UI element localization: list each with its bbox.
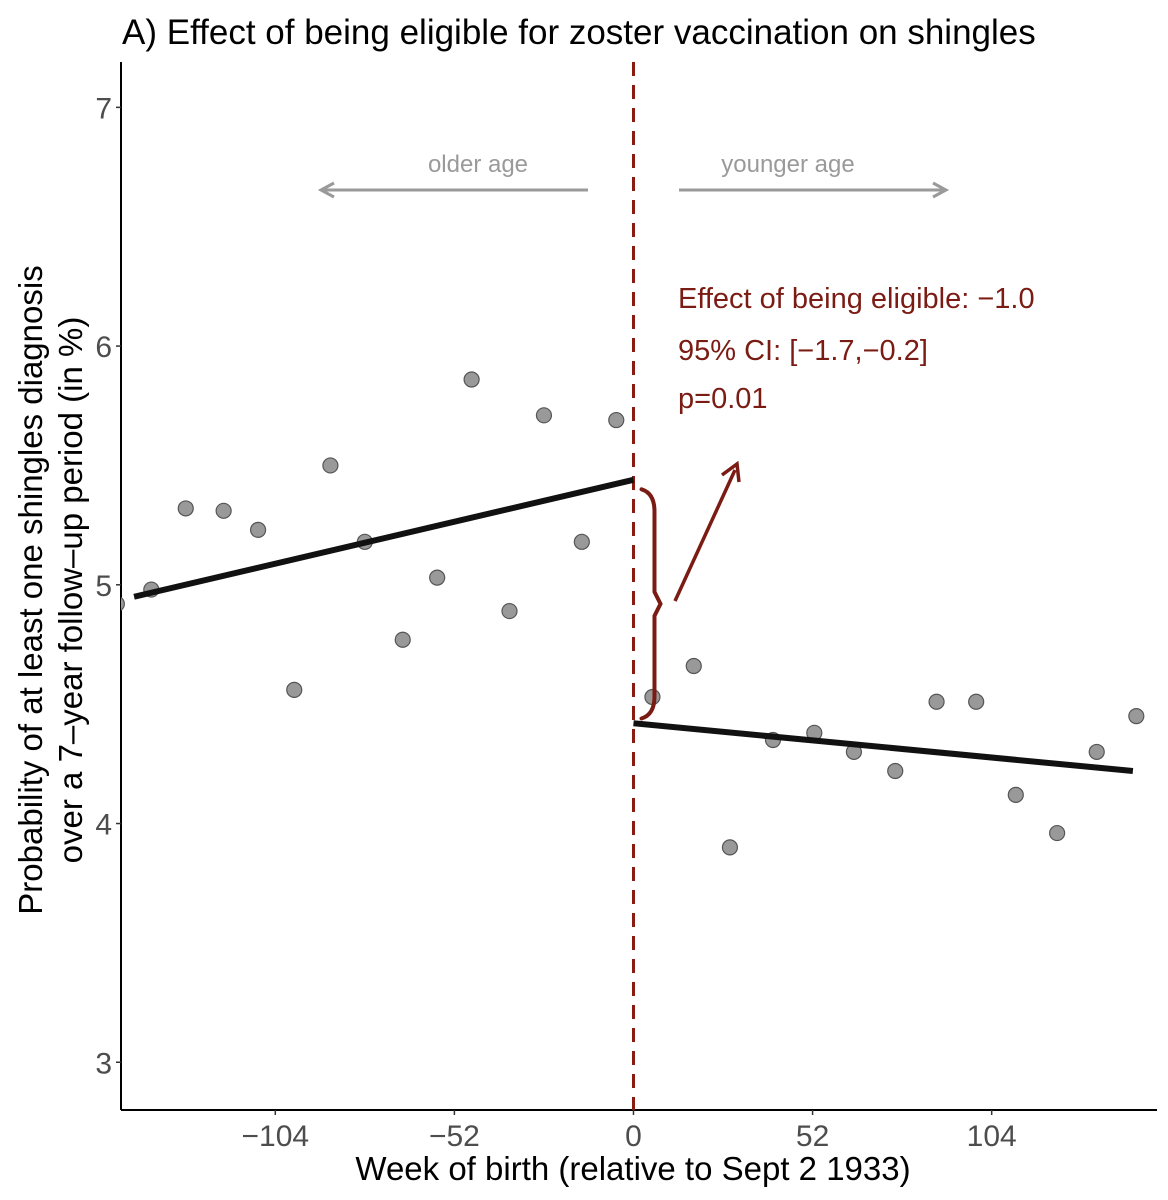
data-point [501,602,518,620]
x-tick-label: 104 [967,1120,1017,1153]
data-point [429,569,446,586]
younger-age-arrow-icon [679,181,950,199]
older-age-label: older age [428,151,528,178]
chart-title: A) Effect of being eligible for zoster v… [122,13,1036,52]
data-point [887,762,904,780]
p-value-text: p=0.01 [678,383,768,415]
x-axis-title: Week of birth (relative to Sept 2 1933) [355,1150,910,1187]
data-point [1007,786,1024,803]
data-point [968,693,985,710]
y-axis-title: Probability of at least one shingles dia… [12,265,89,914]
younger-age-label: younger age [721,151,854,178]
effect-brace-icon [639,487,663,721]
data-point [394,631,411,648]
data-point [463,371,480,388]
x-tick-label: −104 [242,1120,310,1153]
older-age-arrow-icon [317,181,588,199]
data-point [1049,824,1066,842]
y-tick-label: 7 [95,92,112,125]
data-point [322,457,339,474]
data-point [721,839,739,856]
y-tick-label: 5 [95,570,112,603]
x-tick-label: 52 [796,1120,829,1153]
y-axis-title-line-1: Probability of at least one shingles dia… [12,265,49,914]
fit-line [133,476,635,600]
data-point [1128,708,1145,725]
data-point [1088,743,1105,761]
x-tick-label: −52 [429,1120,480,1153]
data-point [249,521,267,538]
axes: 3 4 5 6 7 −104 −52 0 52 104 [95,62,1157,1153]
y-axis-title-line-2: over a 7–year follow–up period (in %) [52,317,89,864]
data-point [573,533,590,550]
data-point [177,500,194,517]
data-point [215,502,232,519]
data-point [928,693,945,710]
data-point [608,411,625,429]
direction-arrows: older age younger age [317,151,950,199]
effect-annotation: Effect of being eligible: −1.0 95% CI: [… [639,283,1035,721]
y-tick-label: 3 [95,1047,112,1080]
x-tick-label: 0 [625,1120,642,1153]
confidence-interval-text: 95% CI: [−1.7,−0.2] [678,335,928,367]
fit-line [633,720,1134,774]
y-tick-label: 6 [95,331,112,364]
effect-estimate-text: Effect of being eligible: −1.0 [678,283,1035,315]
annotation-arrow-icon [673,460,741,602]
data-point [535,407,553,424]
data-point [286,681,303,698]
fit-lines [133,476,1134,774]
data-point [121,596,125,611]
scatter-points [121,371,1145,856]
y-tick-label: 4 [95,809,112,842]
data-point [685,657,702,675]
